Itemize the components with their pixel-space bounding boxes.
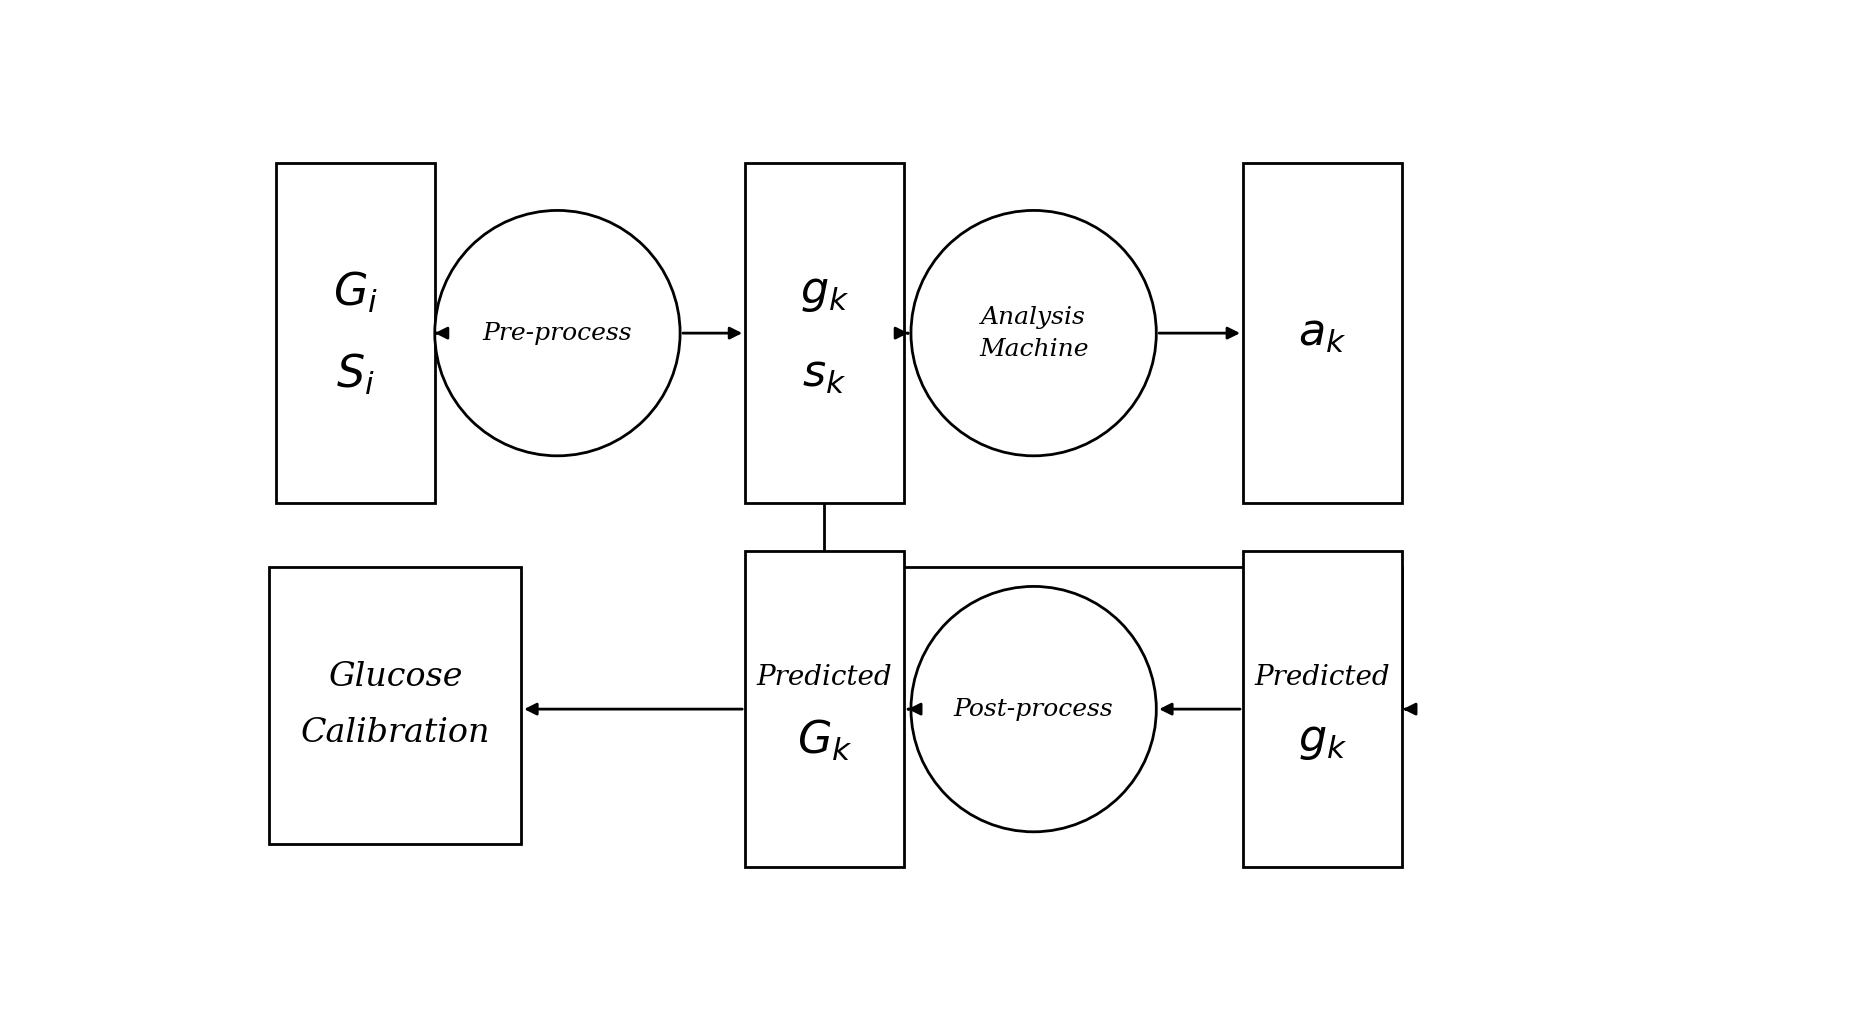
Text: $G_i$: $G_i$ [333, 269, 378, 315]
Text: $G_k$: $G_k$ [797, 719, 853, 764]
FancyBboxPatch shape [276, 163, 436, 504]
Ellipse shape [911, 211, 1156, 455]
Text: Post-process: Post-process [953, 698, 1113, 721]
Ellipse shape [911, 586, 1156, 832]
Text: Analysis
Machine: Analysis Machine [979, 305, 1089, 361]
FancyBboxPatch shape [745, 551, 903, 868]
FancyBboxPatch shape [1242, 551, 1402, 868]
Ellipse shape [434, 211, 680, 455]
Text: Predicted: Predicted [1255, 664, 1391, 691]
Text: Predicted: Predicted [756, 664, 892, 691]
FancyBboxPatch shape [1242, 163, 1402, 504]
Text: $g_k$: $g_k$ [1298, 720, 1346, 763]
Text: Calibration: Calibration [300, 717, 490, 748]
Text: $S_i$: $S_i$ [335, 352, 374, 397]
Text: Pre-process: Pre-process [482, 322, 633, 344]
Text: $a_k$: $a_k$ [1298, 311, 1346, 355]
Text: $s_k$: $s_k$ [803, 353, 847, 396]
FancyBboxPatch shape [268, 566, 521, 844]
Text: Glucose: Glucose [328, 661, 462, 694]
Text: $g_k$: $g_k$ [801, 270, 849, 314]
FancyBboxPatch shape [745, 163, 903, 504]
